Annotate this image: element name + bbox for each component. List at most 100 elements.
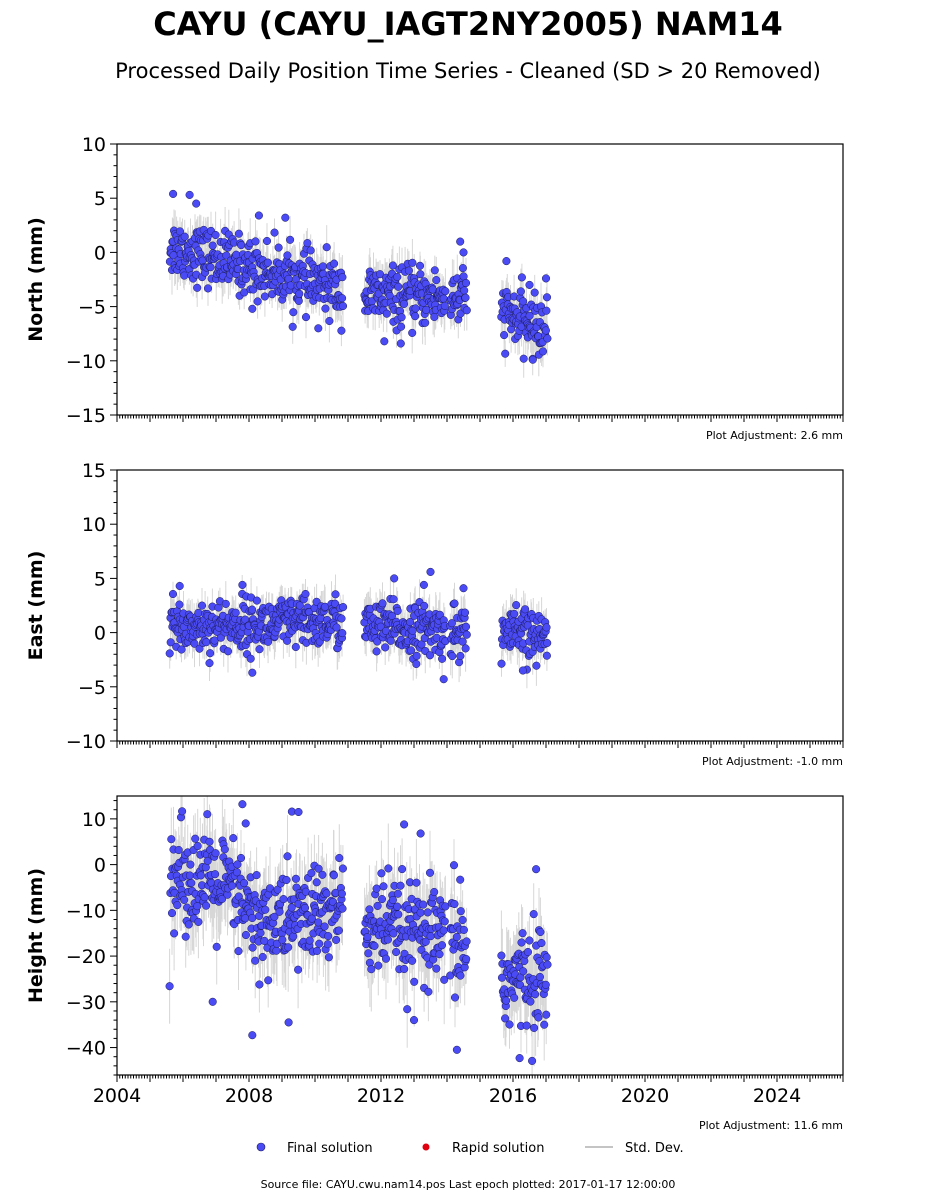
height-point — [203, 856, 212, 865]
north-point — [500, 331, 509, 340]
north-point — [456, 237, 465, 246]
east-point — [407, 646, 416, 655]
east-point — [448, 652, 457, 661]
height-point — [536, 927, 545, 937]
height-point — [456, 875, 465, 884]
height-point — [314, 864, 323, 873]
east-point — [194, 608, 203, 617]
north-point — [253, 297, 262, 306]
height-point — [202, 901, 211, 910]
north-point — [397, 313, 406, 322]
north-point — [542, 293, 552, 302]
north-point — [421, 318, 430, 327]
height-point — [315, 939, 324, 948]
east-y-tick-label: −10 — [66, 731, 106, 753]
height-point — [284, 1018, 293, 1027]
height-point — [334, 926, 343, 935]
height-point — [248, 1031, 257, 1040]
height-point — [419, 900, 428, 909]
north-point — [530, 288, 539, 297]
height-point — [270, 912, 279, 921]
north-point — [415, 261, 425, 270]
height-point — [289, 932, 298, 941]
height-point — [300, 903, 310, 912]
north-point — [460, 286, 469, 295]
north-y-tick-label: 5 — [94, 188, 106, 210]
north-point — [459, 248, 468, 257]
height-point — [523, 947, 532, 957]
height-point — [377, 869, 386, 878]
legend-stddev-label: Std. Dev. — [625, 1141, 684, 1156]
height-point — [294, 965, 303, 974]
east-point — [177, 645, 186, 654]
east-point — [165, 649, 174, 658]
height-point — [227, 881, 237, 890]
height-point — [174, 845, 183, 855]
north-point — [461, 293, 470, 302]
height-point — [381, 954, 391, 963]
north-point — [408, 258, 417, 267]
north-point — [288, 322, 297, 331]
height-point — [410, 977, 419, 986]
height-point — [542, 953, 551, 962]
north-point — [411, 312, 420, 321]
height-point — [193, 841, 202, 851]
height-point — [534, 1013, 543, 1022]
north-point — [399, 299, 409, 308]
north-point — [411, 304, 420, 313]
east-point — [338, 629, 347, 638]
east-point — [412, 651, 421, 660]
height-point — [423, 908, 432, 917]
x-tick-label: 2012 — [357, 1085, 405, 1107]
height-point — [324, 953, 333, 962]
height-y-tick-label: −10 — [66, 900, 106, 922]
height-point — [367, 965, 376, 974]
height-point — [441, 902, 450, 911]
height-point — [364, 949, 373, 958]
height-point — [165, 982, 174, 991]
north-point — [263, 258, 272, 267]
east-point — [166, 638, 175, 647]
north-point — [270, 228, 279, 237]
height-point — [318, 870, 327, 879]
height-y-tick-label: −30 — [66, 992, 106, 1014]
east-point — [291, 642, 300, 652]
height-point — [421, 937, 430, 946]
north-point — [541, 274, 551, 283]
legend-rapid-marker — [422, 1143, 430, 1151]
height-point — [377, 895, 387, 904]
height-point — [537, 938, 546, 948]
height-point — [384, 864, 393, 873]
north-y-tick-label: 0 — [94, 242, 106, 264]
north-point — [318, 262, 328, 271]
height-point — [458, 915, 467, 925]
north-point — [501, 349, 510, 358]
east-point — [458, 637, 467, 646]
height-point — [542, 1010, 551, 1019]
height-point — [388, 895, 397, 905]
height-point — [284, 943, 293, 952]
north-point — [441, 287, 450, 296]
north-point — [289, 308, 298, 317]
height-point — [252, 871, 261, 880]
east-point — [238, 580, 247, 589]
height-point — [170, 929, 179, 938]
height-point — [279, 895, 288, 904]
height-point — [398, 865, 407, 874]
east-point — [542, 651, 551, 660]
height-point — [416, 829, 425, 838]
height-point — [187, 878, 196, 888]
east-point — [408, 626, 417, 635]
height-point — [291, 874, 300, 883]
figure-subtitle: Processed Daily Position Time Series - C… — [115, 59, 821, 83]
north-point — [337, 326, 346, 335]
height-point — [264, 976, 273, 985]
north-point — [169, 189, 178, 198]
north-point — [303, 239, 312, 248]
north-y-tick-label: −15 — [66, 405, 106, 427]
height-point — [212, 942, 221, 951]
figure-title: CAYU (CAYU_IAGT2NY2005) NAM14 — [153, 5, 783, 43]
height-point — [205, 837, 214, 846]
north-point — [432, 276, 441, 285]
